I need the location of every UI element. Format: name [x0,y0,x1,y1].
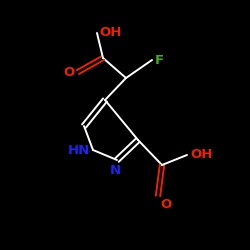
Text: OH: OH [99,26,122,40]
Text: O: O [64,66,75,78]
Text: N: N [110,164,120,177]
Text: HN: HN [68,144,90,156]
Text: F: F [155,54,164,66]
Text: O: O [160,198,171,211]
Text: OH: OH [190,148,212,162]
